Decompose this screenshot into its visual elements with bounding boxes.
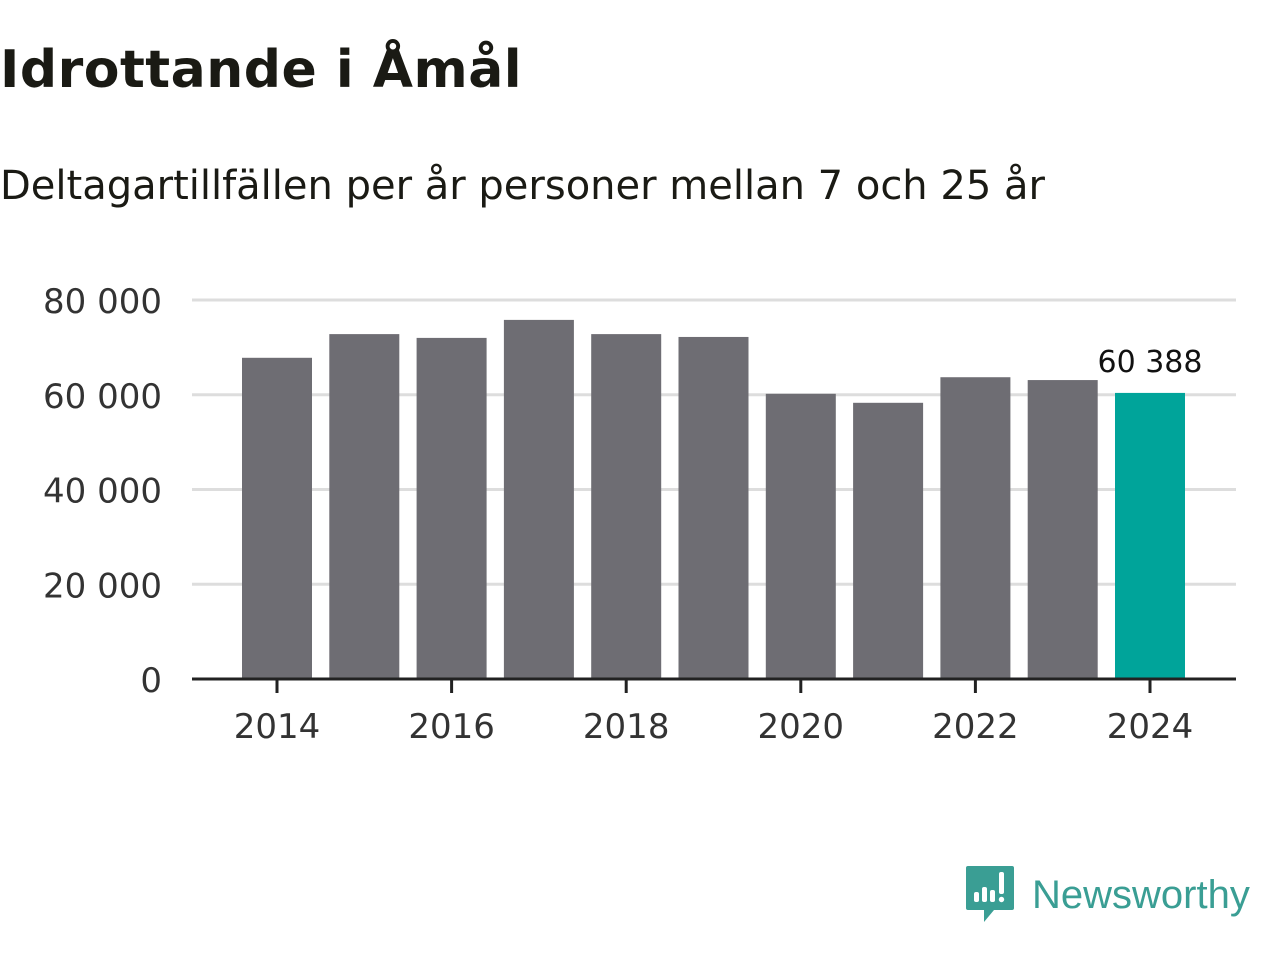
- x-tick-label: 2020: [758, 707, 845, 747]
- x-tick-label: 2014: [234, 707, 321, 747]
- newsworthy-logo: Newsworthy: [964, 864, 1250, 926]
- bar-2017: [503, 319, 574, 679]
- brand-name: Newsworthy: [1032, 872, 1250, 917]
- y-tick-label: 0: [140, 661, 162, 701]
- bar-2014: [242, 357, 312, 679]
- x-tick-label: 2016: [408, 707, 495, 747]
- bar-2016: [416, 337, 487, 679]
- newsworthy-logo-icon: [966, 866, 1014, 922]
- chart-title: Idrottande i Åmål: [0, 40, 523, 100]
- y-tick-label: 40 000: [43, 472, 162, 512]
- bar-2020: [765, 393, 836, 679]
- chart-subtitle: Deltagartillfällen per år personer mella…: [0, 163, 1045, 209]
- bar-2022: [940, 377, 1011, 679]
- x-tick-label: 2018: [583, 707, 670, 747]
- y-tick-label: 80 000: [43, 282, 162, 322]
- bar-2018: [591, 334, 662, 679]
- bar-2019: [678, 336, 749, 679]
- bar-2024: [1115, 392, 1185, 679]
- y-tick-label: 60 000: [43, 377, 162, 417]
- bar-2023: [1027, 380, 1098, 679]
- bar-2021: [853, 402, 924, 679]
- x-tick-label: 2024: [1107, 707, 1194, 747]
- y-tick-label: 20 000: [43, 566, 162, 606]
- bar-2015: [329, 334, 400, 679]
- x-tick-label: 2022: [932, 707, 1019, 747]
- bar-chart: 0 20 000 40 000 60 000 80 000 60 388 2014 2016 2…: [43, 282, 1236, 747]
- data-label: 60 388: [1098, 345, 1203, 380]
